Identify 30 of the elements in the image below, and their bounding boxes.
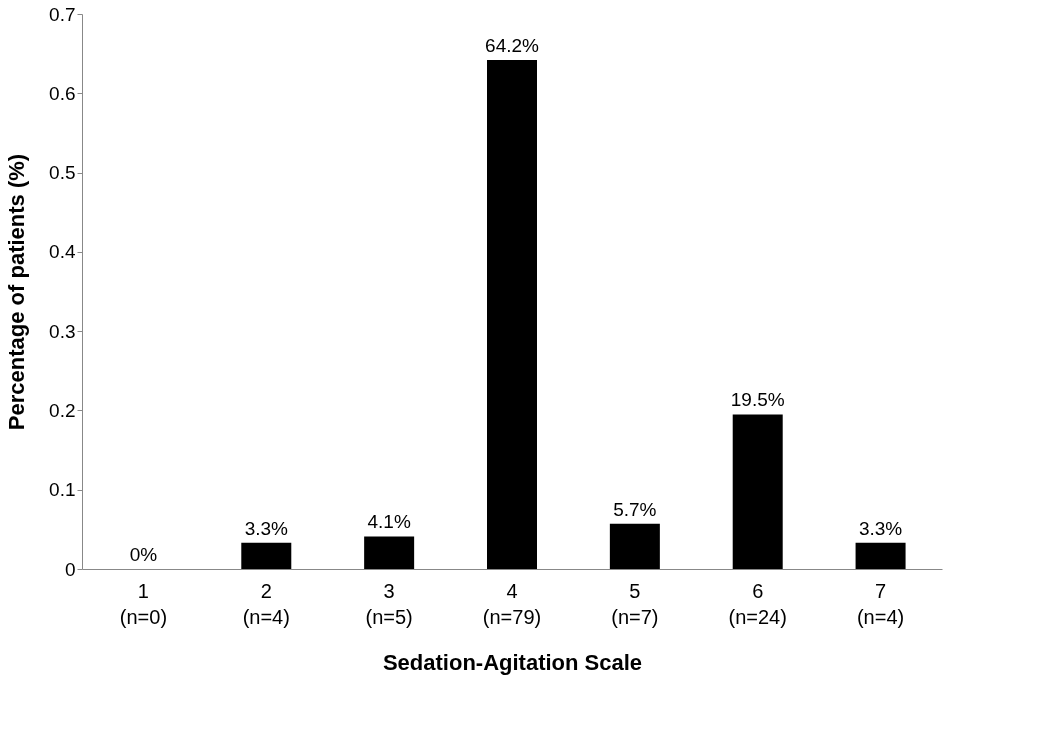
- bar: [364, 536, 415, 569]
- x-tick-label: 4 (n=79): [482, 579, 542, 628]
- y-tick-label: 0.1: [49, 479, 76, 501]
- data-label: 64.2%: [485, 34, 540, 56]
- data-label: 0%: [129, 544, 158, 565]
- bar: [241, 542, 292, 569]
- x-axis-title: Sedation-Agitation Scale: [382, 649, 643, 675]
- y-tick-label: 0.6: [49, 82, 76, 104]
- bar: [855, 542, 906, 569]
- data-label: 4.1%: [367, 511, 411, 533]
- bar: [487, 59, 537, 569]
- y-tick-label: 0.3: [49, 320, 76, 342]
- bar: [732, 414, 783, 569]
- y-tick-label: 0.4: [49, 241, 76, 263]
- y-tick-label: 0.5: [49, 162, 76, 184]
- x-tick-label: 3 (n=5): [365, 579, 413, 628]
- bar: [609, 523, 660, 569]
- x-tick-label: 1 (n=0): [119, 579, 168, 628]
- data-label: 3.3%: [858, 517, 903, 539]
- x-tick-label: 6 (n=24): [728, 579, 787, 628]
- x-tick-label: 2 (n=4): [242, 579, 290, 628]
- y-tick-label: 0.2: [49, 399, 76, 421]
- data-label: 5.7%: [613, 498, 657, 520]
- y-axis-title: Percentage of patients (%): [4, 153, 30, 431]
- y-tick-label: 0.7: [49, 3, 76, 25]
- x-tick-label: 5 (n=7): [611, 579, 659, 628]
- data-label: 19.5%: [730, 389, 785, 411]
- x-tick-label: 7 (n=4): [856, 579, 905, 628]
- data-label: 3.3%: [244, 517, 289, 539]
- y-tick-label: 0: [64, 558, 76, 580]
